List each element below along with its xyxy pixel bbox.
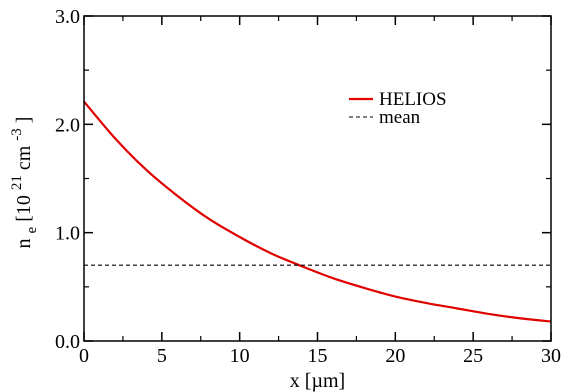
y-label-bracket-open: [10 [13, 195, 35, 222]
x-tick-label: 25 [463, 345, 483, 367]
legend-label-mean: mean [379, 107, 421, 128]
y-tick-label: 3.0 [55, 6, 80, 28]
minor-ticks [84, 16, 551, 341]
y-tick-label: 0.0 [55, 331, 80, 353]
x-tick-label: 30 [541, 345, 561, 367]
series-layer [84, 102, 551, 322]
legend: HELIOS mean [349, 89, 447, 128]
y-label-base: n [13, 238, 35, 248]
y-label-unit: cm [13, 145, 35, 170]
x-axis-label: x [µm] [290, 370, 345, 392]
y-label-unit-exponent: -3 [9, 128, 25, 141]
y-label-subscript: e [24, 226, 40, 233]
y-axis-label: n e [10 21 cm -3 ] [4, 117, 41, 249]
x-tick-label: 15 [308, 345, 328, 367]
series-line-helios [84, 102, 551, 322]
y-label-bracket-close: ] [13, 117, 35, 124]
x-tick-label: 5 [157, 345, 167, 367]
y-tick-label: 2.0 [55, 114, 80, 136]
y-label-exponent: 21 [9, 175, 25, 190]
x-tick-label: 0 [79, 345, 89, 367]
x-tick-label: 10 [230, 345, 250, 367]
major-ticks [84, 16, 551, 341]
y-tick-label: 1.0 [55, 223, 80, 245]
plot-frame [84, 16, 551, 341]
x-tick-label: 20 [385, 345, 405, 367]
